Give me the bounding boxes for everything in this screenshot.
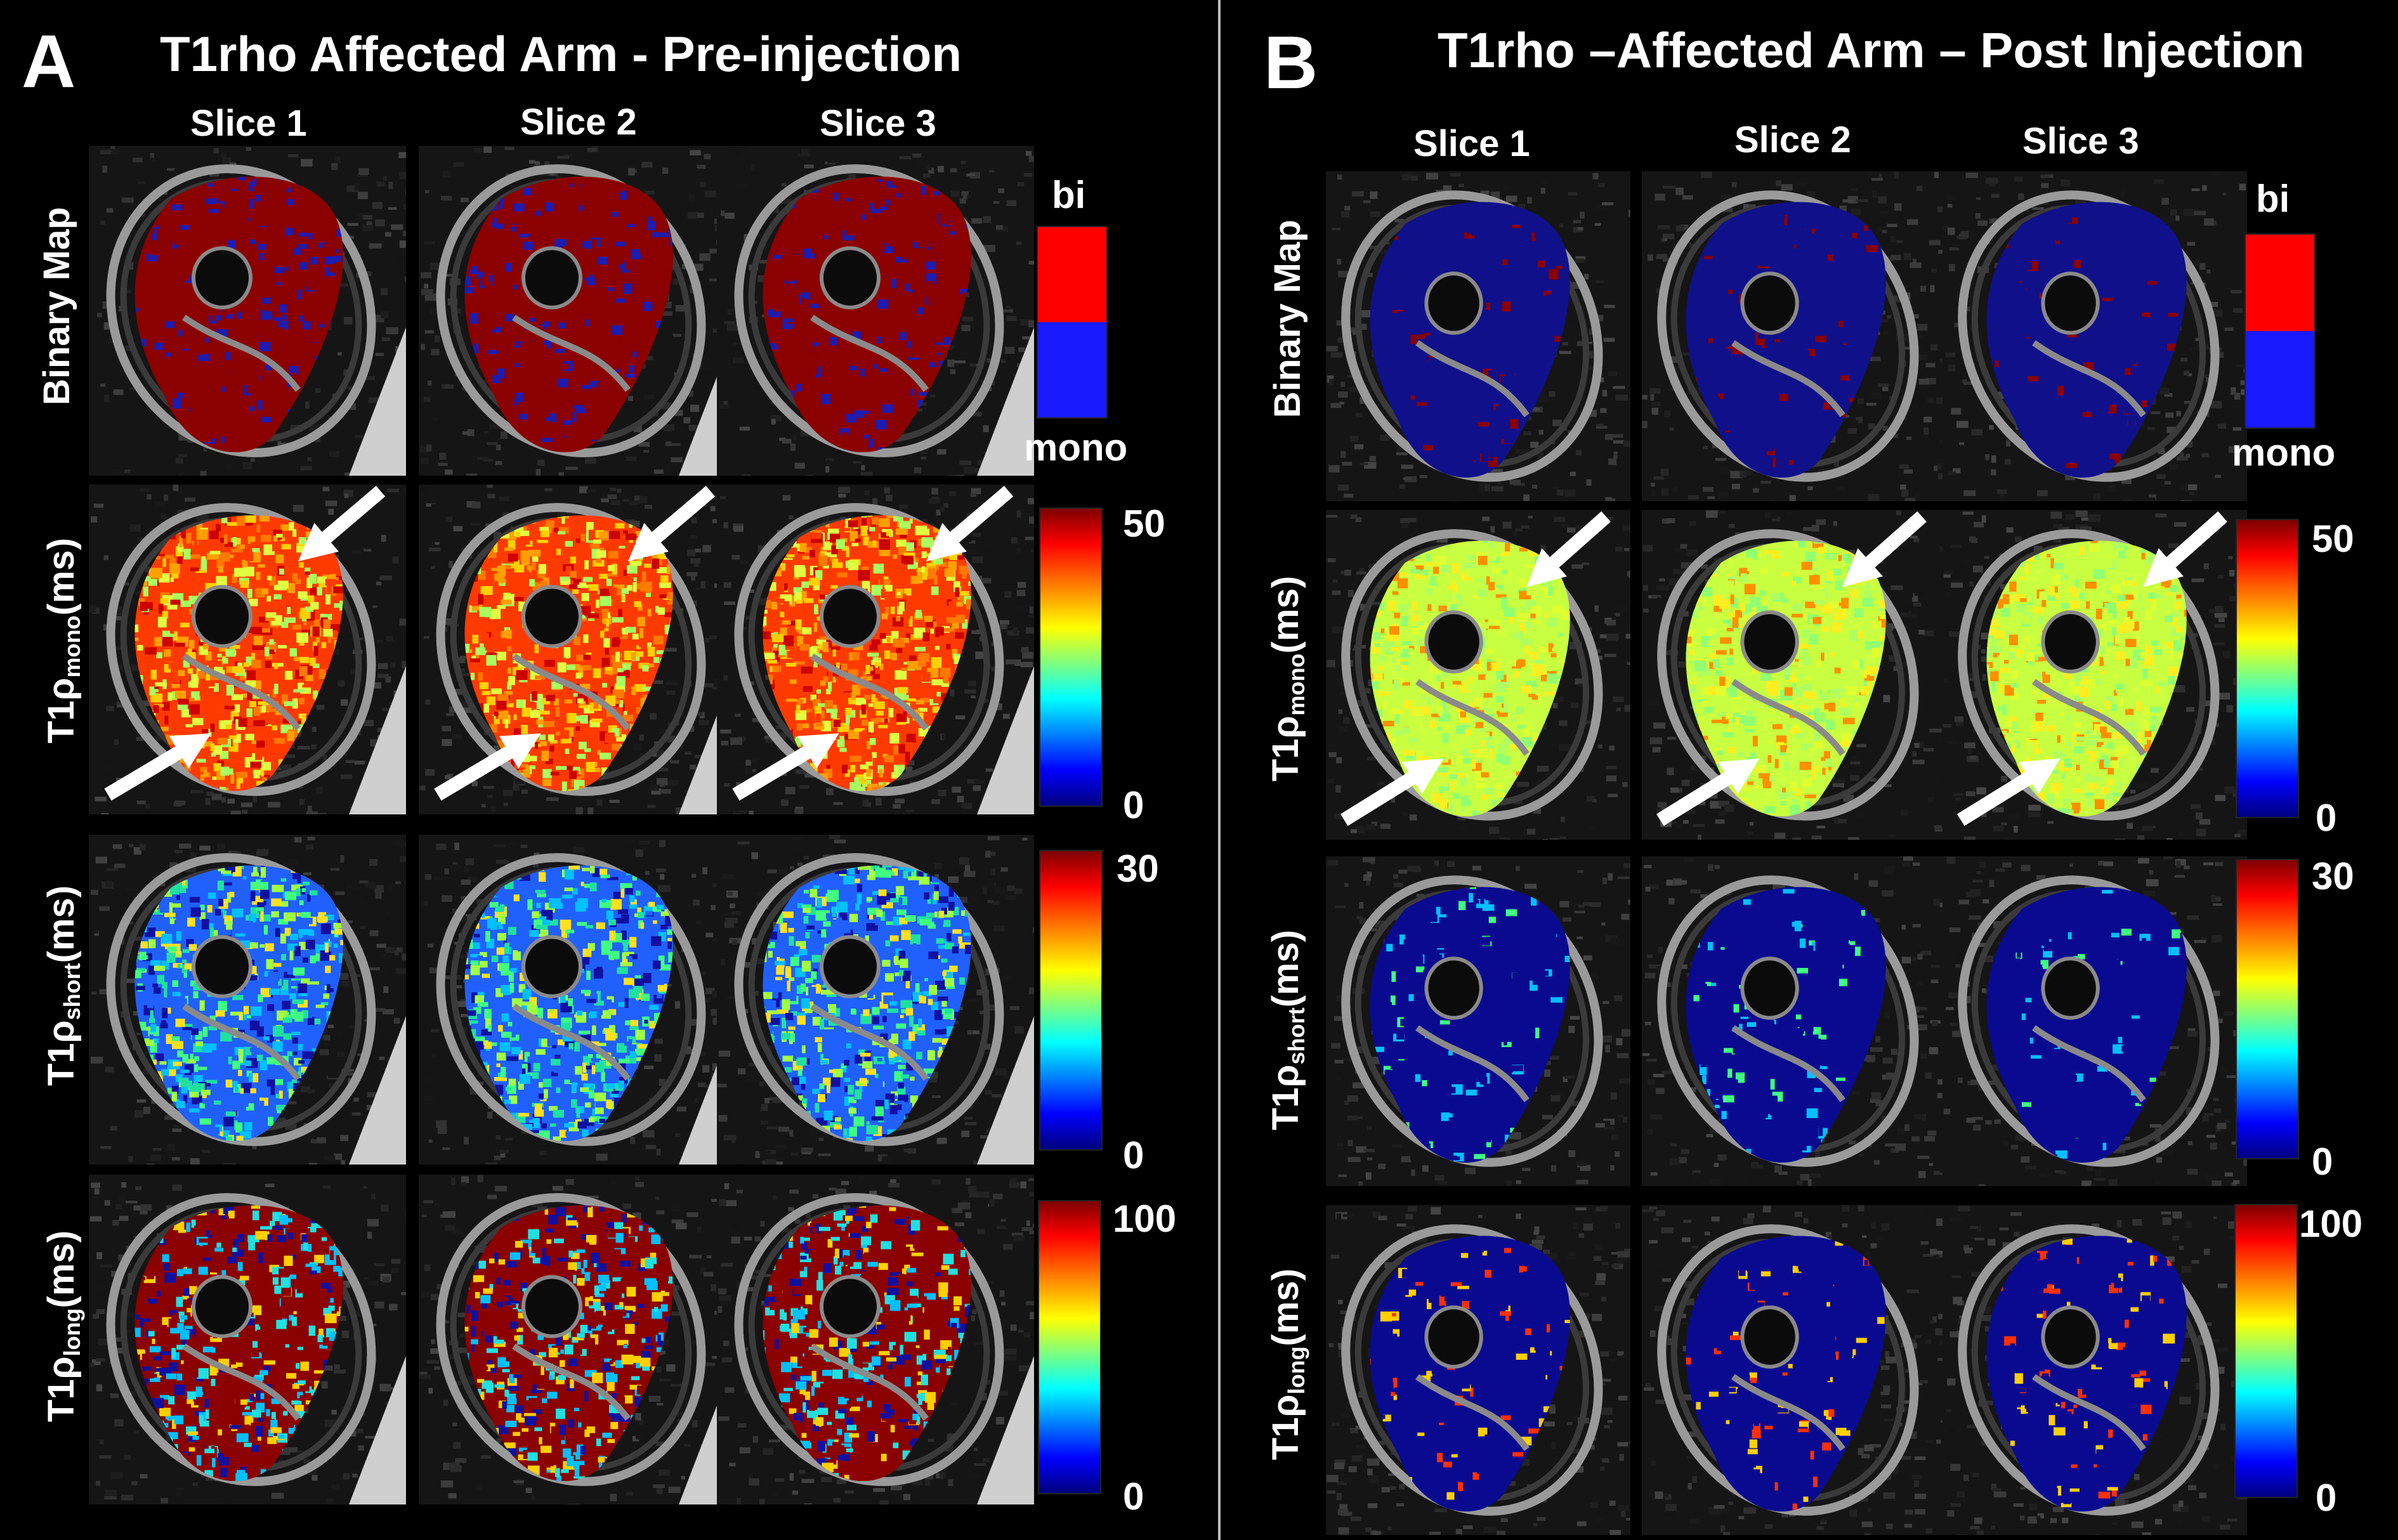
panel-a-t1rho-mono-slice-1-image-arrow-lower-head — [169, 733, 211, 769]
panel-a-t1rho-mono-slice-3-image-arrow-upper-head — [926, 523, 967, 562]
panel-a-slice-2-label: Slice 2 — [520, 104, 637, 141]
panel-a-t1rho-mono-slice-1-image-arrow-upper-head — [298, 523, 339, 562]
panel-a-row-label-t1rho-long: T1ρlong(ms) — [41, 1230, 85, 1422]
panel-divider — [1218, 0, 1221, 1540]
panel-b-t1rho-mono-slice-1-image-arrow-upper-head — [1526, 548, 1567, 587]
panel-a-t1rho-short-slice-3-image — [717, 835, 1034, 1165]
panel-b-t1rho-mono-slice-3-image-arrow-upper-head — [2143, 548, 2184, 587]
panel-b-cbar-4-min: 0 — [2316, 1479, 2336, 1517]
panel-b-row-label-binary-map: Binary Map — [1267, 219, 1308, 418]
panel-a-slice-1-label: Slice 1 — [190, 105, 307, 142]
panel-b-cbar-3-min: 0 — [2312, 1143, 2333, 1181]
panel-b-t1rho-mono-slice-1-image-arrow-lower-head — [1401, 758, 1444, 794]
panel-b-row-label-t1rho-long: T1ρlong(ms) — [1265, 1269, 1309, 1460]
panel-b-short-colorbar — [2236, 859, 2299, 1159]
panel-a-t1rho-mono-slice-2-image-arrow-lower-head — [499, 733, 541, 769]
panel-b-binary-map-slice-1-image — [1326, 171, 1630, 501]
panel-b-binary-colorbar — [2244, 233, 2316, 429]
panel-a-cbar-1-bottom: mono — [1024, 429, 1127, 467]
panel-b-mono-colorbar — [2236, 519, 2299, 818]
panel-b-t1rho-short-slice-3-image — [1943, 856, 2247, 1186]
panel-a-long-colorbar — [1038, 1200, 1101, 1494]
panel-b-cbar-2-min: 0 — [2316, 799, 2336, 837]
panel-b-cbar-2-max: 50 — [2312, 520, 2354, 558]
panel-a-binary-map-slice-1-image — [89, 146, 406, 476]
panel-b-t1rho-mono-slice-2-image-arrow-upper-head — [1842, 548, 1883, 587]
panel-a-t1rho-mono-slice-3-image-arrow-lower-head — [797, 733, 839, 769]
panel-b-letter: B — [1264, 25, 1318, 100]
panel-b-title: T1rho –Affected Arm – Post Injection — [1438, 25, 2305, 75]
panel-a-slice-3-label: Slice 3 — [820, 105, 936, 142]
panel-a-row-label-t1rho-short: T1ρshort(ms) — [41, 885, 85, 1086]
panel-b-cbar-1-top: bi — [2256, 180, 2290, 218]
panel-a-t1rho-mono-slice-3-image — [717, 485, 1034, 814]
panel-b-t1rho-long-slice-1-image — [1326, 1205, 1630, 1535]
panel-b-t1rho-mono-slice-2-image — [1642, 510, 1946, 840]
panel-b-row-label-t1rho-mono: T1ρmono(ms) — [1265, 576, 1309, 781]
panel-a-row-label-binary-map: Binary Map — [36, 207, 77, 405]
panel-a-cbar-2-min: 0 — [1123, 786, 1144, 825]
panel-b-cbar-1-bottom: mono — [2232, 434, 2335, 472]
panel-b-row-label-t1rho-short: T1ρshort(ms) — [1265, 930, 1309, 1130]
panel-a-binary-colorbar — [1037, 226, 1108, 419]
panel-a-cbar-3-max: 30 — [1117, 850, 1159, 888]
panel-b-t1rho-short-slice-1-image — [1326, 856, 1630, 1186]
panel-b-slice-2-label: Slice 2 — [1734, 122, 1851, 159]
panel-a-binary-map-slice-2-image — [419, 146, 736, 476]
panel-a-cbar-3-min: 0 — [1123, 1137, 1144, 1175]
panel-a-mono-colorbar — [1039, 507, 1103, 807]
panel-a-t1rho-long-slice-2-image — [419, 1175, 736, 1504]
panel-b-cbar-3-max: 30 — [2312, 858, 2354, 896]
panel-b-t1rho-mono-slice-1-image — [1326, 510, 1630, 840]
panel-b-cbar-4-max: 100 — [2299, 1205, 2362, 1243]
panel-a-row-label-t1rho-mono: T1ρmono(ms) — [41, 538, 85, 743]
panel-b-t1rho-long-slice-2-image — [1642, 1205, 1946, 1535]
panel-a-t1rho-mono-slice-2-image-arrow-upper-head — [627, 523, 669, 562]
panel-a-t1rho-long-slice-3-image — [717, 1175, 1034, 1504]
panel-a-title: T1rho Affected Arm - Pre-injection — [160, 29, 962, 79]
panel-b-slice-3-label: Slice 3 — [2022, 123, 2139, 160]
panel-b-t1rho-long-slice-3-image — [1943, 1205, 2247, 1535]
panel-b-binary-map-slice-2-image — [1642, 171, 1946, 501]
panel-a-t1rho-long-slice-1-image — [89, 1175, 406, 1504]
panel-a-t1rho-short-slice-1-image — [89, 835, 406, 1165]
panel-b-binary-map-slice-3-image — [1943, 171, 2247, 501]
panel-b-t1rho-mono-slice-2-image-arrow-lower-head — [1717, 758, 1760, 794]
panel-b-slice-1-label: Slice 1 — [1413, 126, 1530, 162]
panel-b-t1rho-mono-slice-3-image — [1943, 510, 2247, 840]
panel-a-binary-map-slice-3-image — [717, 146, 1034, 476]
panel-a-cbar-4-max: 100 — [1113, 1200, 1176, 1238]
panel-b-long-colorbar — [2234, 1204, 2298, 1498]
panel-a-t1rho-mono-slice-2-image — [419, 485, 736, 814]
panel-a-cbar-4-min: 0 — [1123, 1478, 1144, 1516]
panel-a-letter: A — [22, 24, 75, 99]
panel-a-cbar-2-max: 50 — [1123, 505, 1165, 543]
panel-a-t1rho-mono-slice-1-image — [89, 485, 406, 814]
panel-a-short-colorbar — [1039, 850, 1103, 1151]
panel-a-cbar-1-top: bi — [1052, 176, 1085, 214]
panel-a-t1rho-short-slice-2-image — [419, 835, 736, 1165]
panel-b-t1rho-short-slice-2-image — [1642, 856, 1946, 1186]
panel-b-t1rho-mono-slice-3-image-arrow-lower-head — [2018, 758, 2061, 794]
